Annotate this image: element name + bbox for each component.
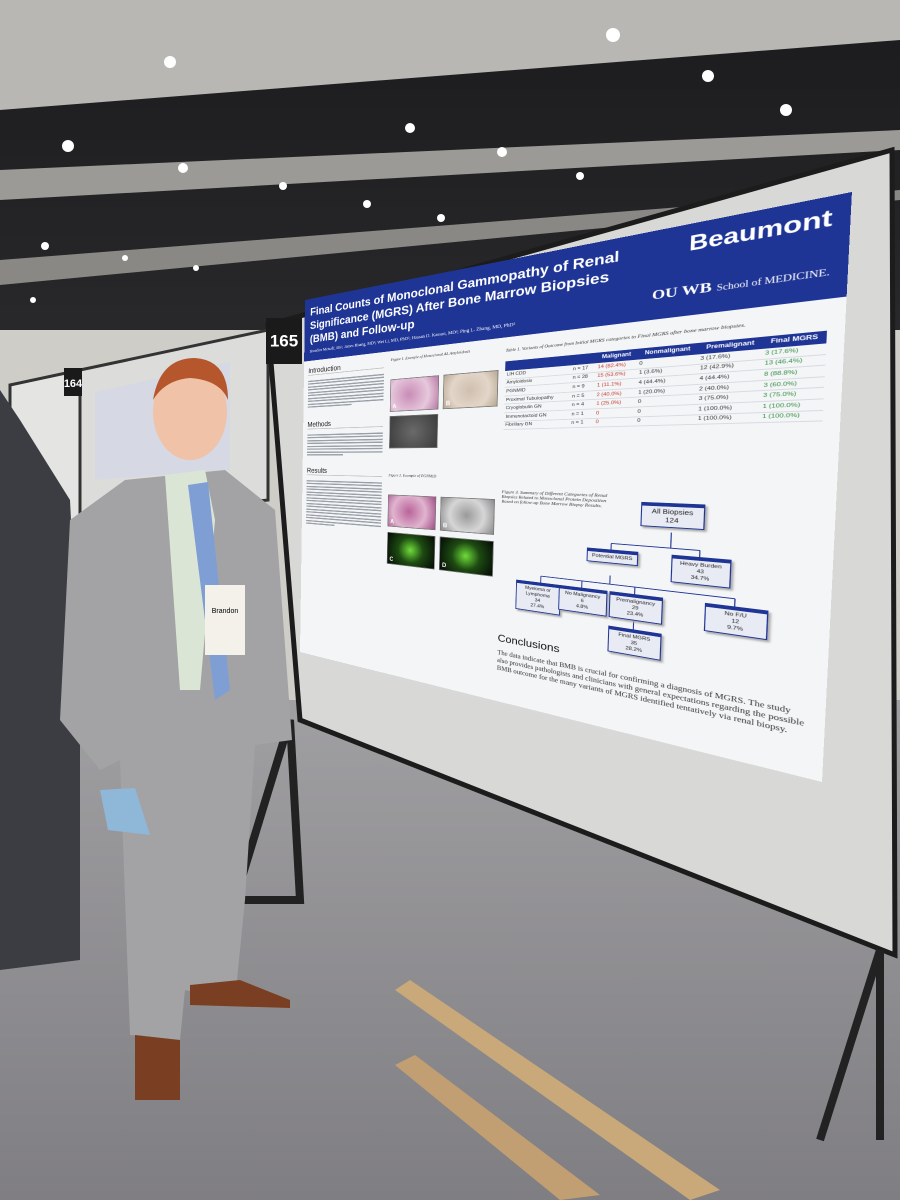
board-number-plate <box>64 368 82 396</box>
panel-letter: A <box>392 403 397 410</box>
board-number: 165 <box>270 331 298 350</box>
panel-letter: A <box>390 518 395 525</box>
micrograph <box>389 413 439 449</box>
presenter: Brandon <box>60 358 292 1100</box>
panel-letter: D <box>441 561 447 569</box>
poster-tube <box>395 980 720 1200</box>
flow-node: All Biopsies 124 <box>640 501 706 531</box>
board-number: 164 <box>64 378 83 390</box>
micrograph: A <box>389 375 440 412</box>
panel-letter: C <box>389 555 394 563</box>
ceiling-beam <box>0 0 900 110</box>
panel-letter: B <box>445 399 451 407</box>
micrograph: C <box>386 531 436 570</box>
badge-name: Brandon <box>212 608 239 615</box>
board-leg <box>816 948 884 1142</box>
micrograph: A <box>387 494 437 531</box>
micrograph: D <box>438 536 494 577</box>
neighbor-person <box>0 390 80 970</box>
micrograph: B <box>439 496 495 535</box>
panel-letter: B <box>442 521 448 529</box>
board-stand <box>229 718 305 904</box>
poster-tube <box>395 1055 600 1200</box>
node-label: Potential MGRS <box>591 553 633 562</box>
ceiling-beam <box>0 130 900 200</box>
ceiling-lights <box>30 28 792 303</box>
micrograph: B <box>442 370 499 410</box>
board-number-plate <box>266 318 302 364</box>
